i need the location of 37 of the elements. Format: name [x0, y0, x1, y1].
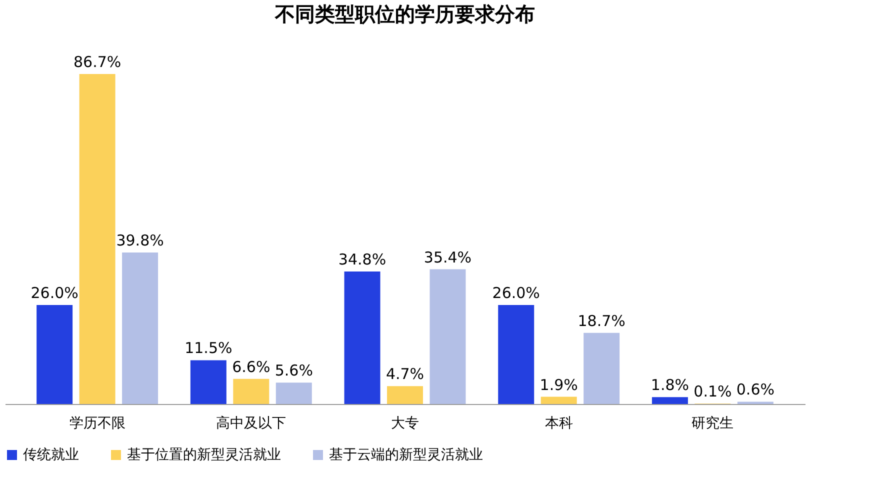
data-label: 34.8% — [338, 250, 386, 269]
x-tick-label: 高中及以下 — [216, 416, 286, 432]
bar — [430, 269, 466, 404]
bar — [387, 386, 423, 404]
bar — [498, 305, 534, 404]
legend-label: 传统就业 — [23, 447, 79, 463]
chart-title: 不同类型职位的学历要求分布 — [274, 2, 535, 26]
data-label: 0.1% — [694, 382, 732, 401]
bar — [36, 305, 73, 404]
data-label: 26.0% — [30, 284, 78, 302]
data-label: 5.6% — [274, 362, 313, 380]
data-label: 35.4% — [424, 248, 472, 266]
data-label: 39.8% — [116, 232, 164, 250]
legend-label: 基于位置的新型灵活就业 — [127, 447, 281, 463]
x-tick-label: 研究生 — [692, 416, 734, 432]
legend-label: 基于云端的新型灵活就业 — [329, 447, 483, 463]
data-label: 6.6% — [232, 358, 270, 376]
x-tick-label: 学历不限 — [69, 416, 126, 432]
data-label: 0.6% — [736, 380, 774, 399]
bar — [190, 360, 226, 404]
data-label: 1.8% — [650, 376, 690, 394]
data-label: 11.5% — [184, 339, 232, 358]
bar — [79, 74, 116, 404]
bar — [540, 396, 577, 404]
data-label: 26.0% — [492, 284, 540, 302]
bar — [233, 378, 270, 404]
x-tick-label: 大专 — [391, 416, 419, 432]
bar — [344, 272, 380, 404]
bar — [122, 252, 158, 404]
bar — [584, 332, 620, 404]
bar — [276, 382, 312, 404]
x-tick-label: 本科 — [544, 416, 573, 432]
data-label: 86.7% — [73, 53, 122, 71]
data-label: 18.7% — [578, 312, 626, 330]
data-label: 1.9% — [540, 376, 578, 394]
bar — [652, 397, 688, 404]
data-label: 4.7% — [386, 365, 424, 384]
